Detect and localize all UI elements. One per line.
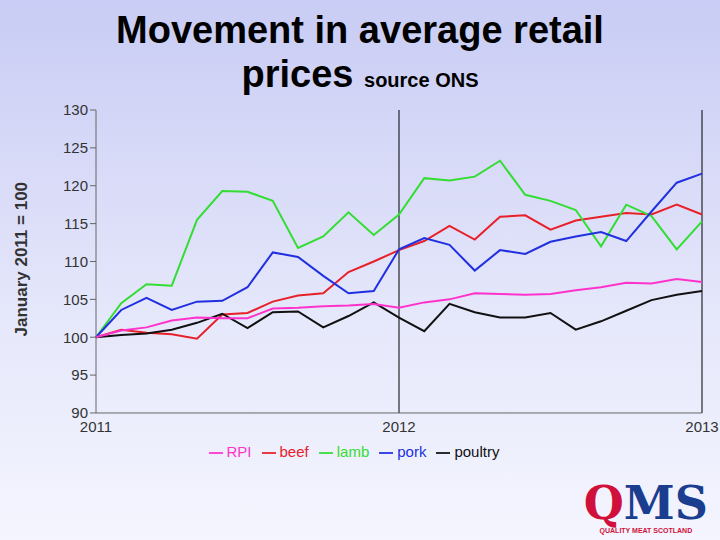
svg-text:120: 120 — [63, 177, 88, 194]
html-text:poultry: poultry — [454, 443, 500, 460]
svg-text:2011: 2011 — [79, 417, 113, 435]
svg-text:130: 130 — [63, 101, 88, 118]
html-text:beef: beef — [279, 443, 309, 460]
svg-text:115: 115 — [64, 215, 88, 232]
svg-text:105: 105 — [63, 291, 88, 308]
html-text:Q MS: Q MS — [583, 476, 708, 530]
html-text:QUALITY MEAT SCOTLAND: QUALITY MEAT SCOTLAND — [599, 527, 693, 534]
html-text:RPI: RPI — [226, 443, 252, 460]
svg-text:125: 125 — [63, 139, 88, 156]
svg-text:2013: 2013 — [685, 418, 712, 435]
html-text:pork: pork — [397, 443, 427, 460]
html-text:Movement in average retail pri: Movement in average retail prices source… — [116, 9, 604, 95]
svg-text:2012: 2012 — [382, 418, 415, 435]
html-text:lamb: lamb — [336, 443, 370, 460]
svg-text:90: 90 — [71, 404, 88, 421]
svg-text:110: 110 — [64, 253, 88, 270]
svg-text:95: 95 — [71, 366, 88, 383]
svg-text:100: 100 — [63, 329, 88, 346]
svg-text:January 2011 = 100: January 2011 = 100 — [12, 182, 31, 337]
